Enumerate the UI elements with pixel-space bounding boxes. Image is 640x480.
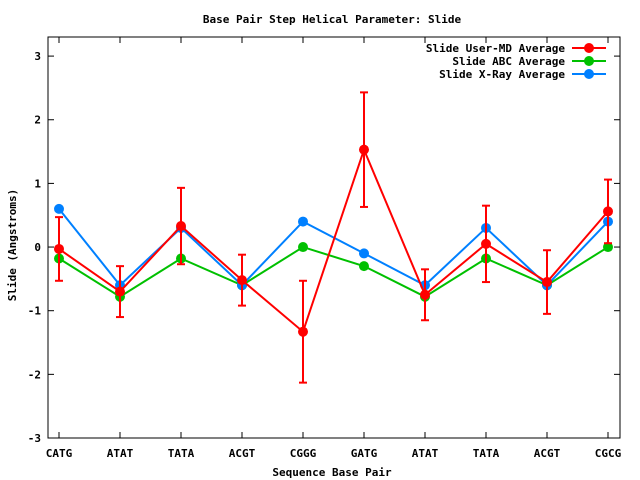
plot-border — [47, 36, 621, 439]
data-point — [54, 203, 64, 214]
chart-title: Base Pair Step Helical Parameter: Slide — [203, 13, 462, 26]
y-axis-ticks: -3 -2 -1 0 1 2 3 — [28, 50, 620, 445]
y-axis-label: Slide (Angstroms) — [6, 189, 19, 302]
x-tick-label: TATA — [473, 447, 500, 460]
data-point — [603, 206, 613, 217]
x-axis-label: Sequence Base Pair — [272, 466, 392, 479]
data-point — [54, 243, 64, 254]
legend-label: Slide User-MD Average — [426, 42, 565, 55]
data-point — [359, 144, 369, 155]
x-tick-label: CGCG — [595, 447, 622, 460]
y-tick-label: -3 — [28, 432, 41, 445]
legend-swatch-point — [584, 43, 594, 53]
data-point — [420, 289, 430, 300]
data-point — [298, 326, 308, 337]
data-point — [481, 238, 491, 249]
x-axis-ticks: CATG ATAT TATA ACGT CGGG GATG ATAT TATA ACGT CGCG — [46, 37, 622, 460]
legend-swatch-point — [584, 56, 594, 66]
series-layer — [54, 91, 613, 384]
data-point — [542, 277, 552, 288]
data-point — [359, 248, 369, 259]
data-point — [115, 286, 125, 297]
series-line — [58, 245, 609, 298]
y-tick-label: -2 — [28, 368, 41, 381]
x-tick-label: GATG — [351, 447, 378, 460]
series-0 — [54, 91, 613, 384]
series-line — [58, 208, 609, 287]
data-point — [359, 261, 369, 272]
legend-label: Slide ABC Average — [452, 55, 565, 68]
legend-swatch-point — [584, 69, 594, 79]
data-point — [298, 242, 308, 253]
y-tick-label: 2 — [34, 114, 41, 127]
x-tick-label: ACGT — [534, 447, 561, 460]
data-point — [237, 275, 247, 286]
x-tick-label: CGGG — [290, 447, 317, 460]
x-tick-label: CATG — [46, 447, 73, 460]
x-tick-label: ACGT — [229, 447, 256, 460]
series-line — [58, 146, 609, 334]
data-point — [176, 221, 186, 232]
y-tick-label: 0 — [34, 241, 41, 254]
x-tick-label: TATA — [168, 447, 195, 460]
y-tick-label: 3 — [34, 50, 41, 63]
y-tick-label: 1 — [34, 177, 41, 190]
data-point — [603, 242, 613, 253]
data-point — [298, 216, 308, 227]
x-tick-label: ATAT — [107, 447, 134, 460]
legend-label: Slide X-Ray Average — [439, 68, 565, 81]
x-tick-label: ATAT — [412, 447, 439, 460]
y-tick-label: -1 — [28, 305, 42, 318]
